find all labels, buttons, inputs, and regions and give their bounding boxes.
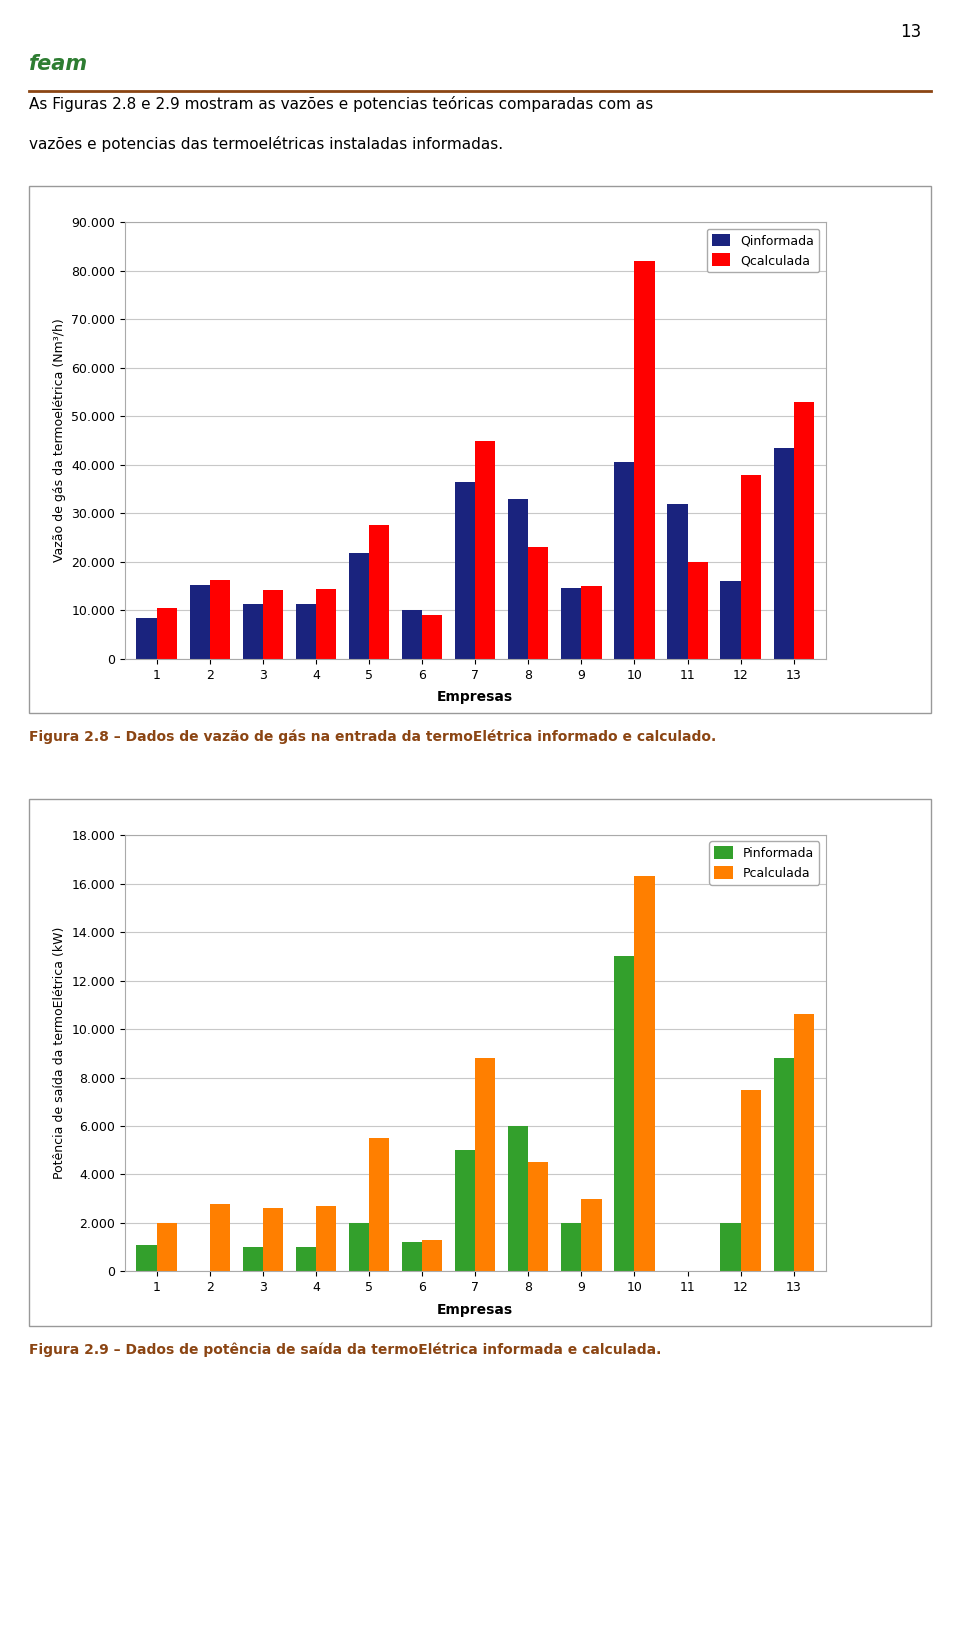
Bar: [455, 1150, 475, 1271]
Bar: [741, 1090, 761, 1271]
Bar: [455, 483, 475, 659]
Bar: [156, 608, 177, 659]
Bar: [348, 1224, 369, 1271]
Bar: [243, 1247, 263, 1271]
Y-axis label: Vazão de gás da termoelétrica (Nm³/h): Vazão de gás da termoelétrica (Nm³/h): [53, 320, 65, 562]
Bar: [741, 474, 761, 659]
Bar: [475, 440, 495, 659]
Bar: [156, 1224, 177, 1271]
Bar: [508, 499, 528, 659]
Bar: [635, 262, 655, 659]
Bar: [562, 1224, 582, 1271]
Bar: [316, 590, 336, 659]
X-axis label: Empresas: Empresas: [437, 690, 514, 703]
Bar: [136, 1245, 156, 1271]
Bar: [528, 547, 548, 659]
X-axis label: Empresas: Empresas: [437, 1303, 514, 1316]
Bar: [614, 463, 635, 659]
Bar: [774, 1057, 794, 1271]
Bar: [296, 1247, 316, 1271]
Bar: [614, 957, 635, 1271]
Bar: [209, 580, 230, 659]
Bar: [794, 1015, 814, 1271]
Bar: [687, 562, 708, 659]
Text: vazões e potencias das termoelétricas instaladas informadas.: vazões e potencias das termoelétricas in…: [29, 135, 503, 152]
Text: Figura 2.8 – Dados de vazão de gás na entrada da termoElétrica informado e calcu: Figura 2.8 – Dados de vazão de gás na en…: [29, 730, 716, 744]
Bar: [348, 553, 369, 659]
Bar: [136, 618, 156, 659]
Bar: [422, 616, 443, 659]
Bar: [635, 876, 655, 1271]
Bar: [402, 1242, 422, 1271]
Bar: [296, 604, 316, 659]
Bar: [582, 586, 602, 659]
Legend: Pinformada, Pcalculada: Pinformada, Pcalculada: [709, 842, 819, 884]
Y-axis label: Potência de saída da termoElétrica (kW): Potência de saída da termoElétrica (kW): [53, 927, 65, 1179]
Bar: [189, 585, 209, 659]
Bar: [528, 1163, 548, 1271]
Bar: [582, 1199, 602, 1271]
Bar: [243, 604, 263, 659]
Bar: [369, 525, 389, 659]
Text: feam: feam: [29, 54, 88, 74]
Text: 13: 13: [900, 23, 922, 41]
Bar: [422, 1240, 443, 1271]
Legend: Qinformada, Qcalculada: Qinformada, Qcalculada: [707, 229, 819, 272]
Bar: [263, 1209, 283, 1271]
Bar: [562, 588, 582, 659]
Bar: [774, 448, 794, 659]
Bar: [316, 1206, 336, 1271]
Bar: [475, 1057, 495, 1271]
Bar: [369, 1138, 389, 1271]
Bar: [209, 1204, 230, 1271]
Bar: [402, 611, 422, 659]
Bar: [720, 1224, 741, 1271]
Bar: [508, 1127, 528, 1271]
Bar: [720, 581, 741, 659]
Text: As Figuras 2.8 e 2.9 mostram as vazões e potencias teóricas comparadas com as: As Figuras 2.8 e 2.9 mostram as vazões e…: [29, 96, 653, 112]
Bar: [667, 504, 687, 659]
Text: Figura 2.9 – Dados de potência de saída da termoElétrica informada e calculada.: Figura 2.9 – Dados de potência de saída …: [29, 1342, 661, 1357]
Bar: [263, 590, 283, 659]
Bar: [794, 402, 814, 659]
